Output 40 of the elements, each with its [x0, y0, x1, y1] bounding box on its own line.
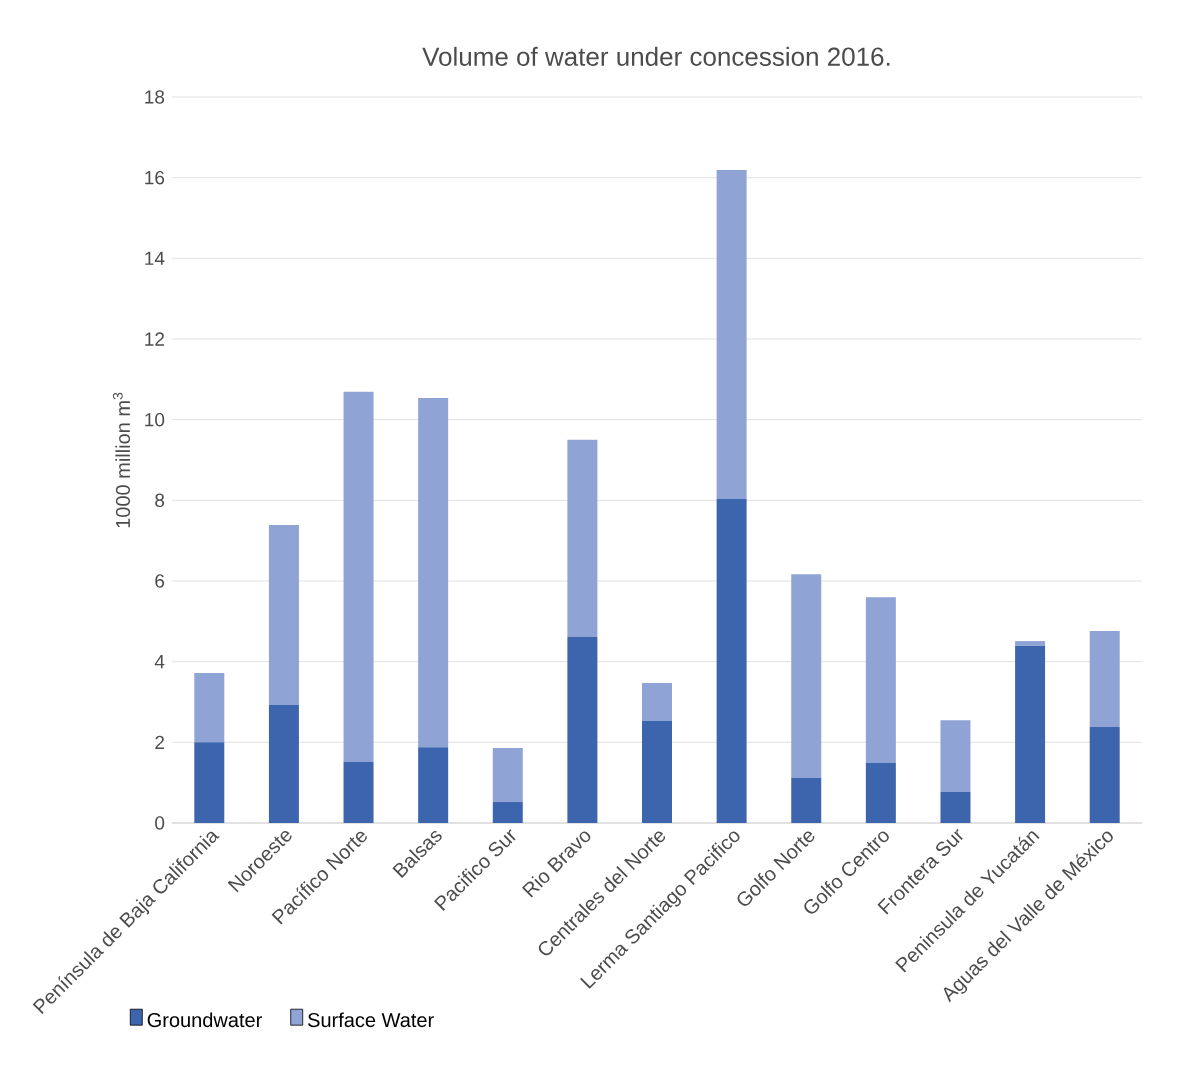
bar [791, 574, 822, 778]
bar [791, 777, 822, 824]
bar [940, 720, 971, 792]
bar [716, 499, 747, 824]
bar [343, 391, 374, 763]
bar [268, 704, 299, 824]
bar [492, 747, 523, 803]
bar [1089, 631, 1120, 728]
legend-label: Groundwater [147, 1012, 262, 1028]
bar [865, 597, 896, 763]
legend-label: Surface Water [308, 1012, 434, 1028]
y-tick-label: 2 [155, 735, 164, 749]
y-tick-label: 16 [145, 170, 165, 185]
y-tick-label: 4 [154, 655, 165, 669]
chart-title: Volume of water under concession 2016. [422, 46, 890, 66]
y-tick-label: 0 [155, 816, 165, 830]
y-tick-label: 14 [145, 251, 165, 265]
bar [716, 169, 747, 500]
bar [194, 672, 225, 743]
bar [1015, 641, 1046, 646]
bar [642, 683, 673, 721]
bar [567, 637, 598, 824]
bar [418, 397, 449, 748]
y-tick-label: 10 [145, 412, 165, 427]
bar [343, 762, 374, 824]
y-tick-label: 8 [155, 493, 165, 508]
bar [865, 762, 896, 824]
bar [492, 802, 523, 824]
bar [567, 439, 598, 638]
y-axis-title: 1000 million m$^{3}$ [112, 392, 131, 528]
bar [940, 791, 971, 824]
bar [1015, 645, 1046, 824]
y-tick-label: 12 [145, 332, 164, 346]
y-tick-label: 6 [155, 574, 165, 588]
bar [268, 524, 299, 705]
bar [418, 747, 449, 824]
bar [642, 720, 673, 824]
y-tick-label: 18 [145, 90, 165, 104]
bar [194, 742, 225, 824]
bar [1089, 727, 1120, 824]
